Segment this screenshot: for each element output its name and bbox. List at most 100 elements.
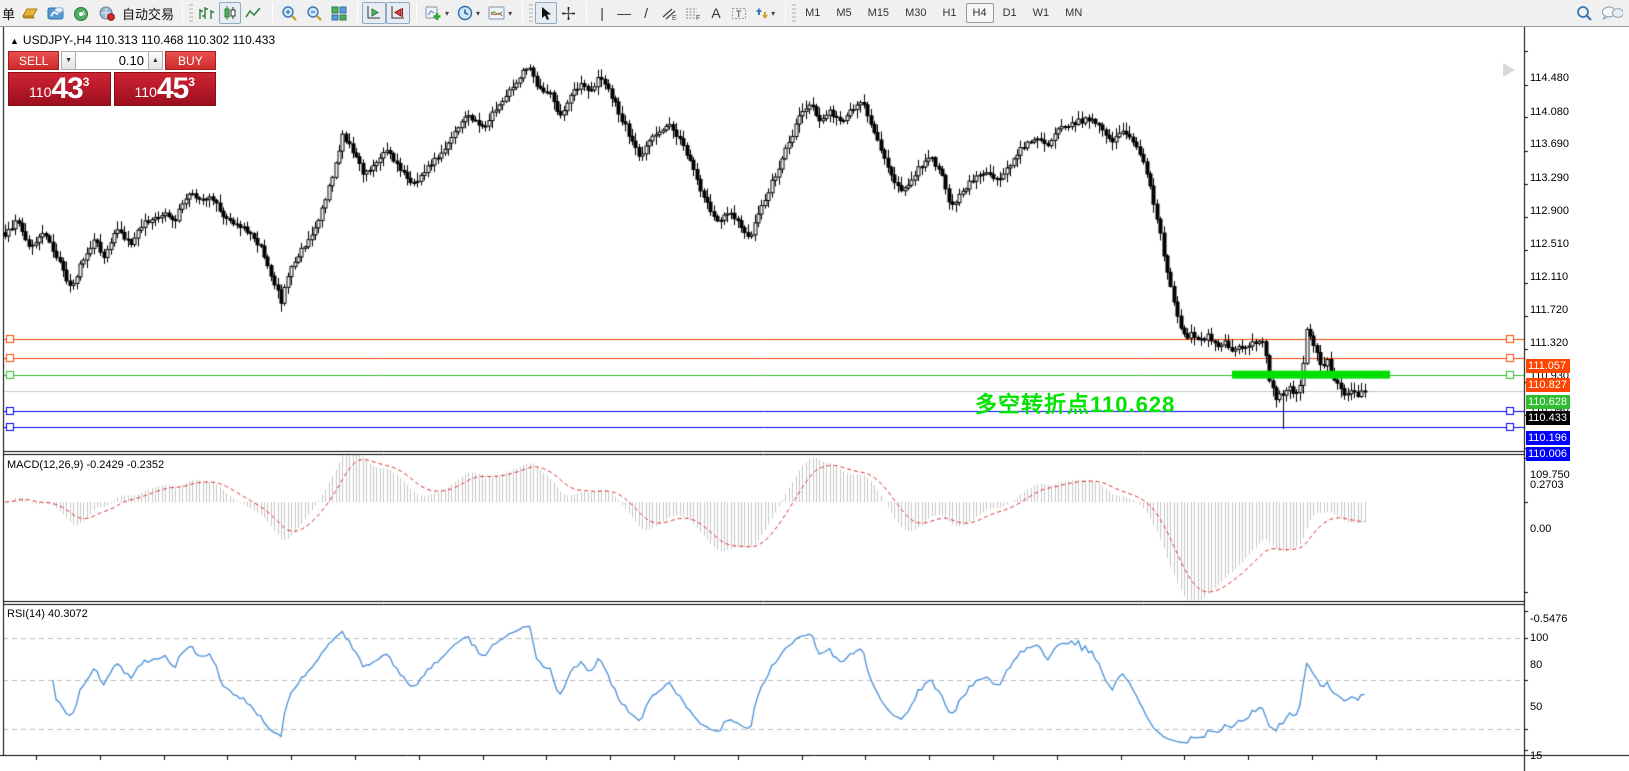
search-icon[interactable] <box>1572 2 1597 24</box>
vertical-line-icon[interactable]: | <box>600 5 604 21</box>
collapse-icon[interactable]: ▲ <box>10 36 19 46</box>
macd-axis-tick: 0.00 <box>1530 523 1552 535</box>
separator <box>357 3 359 23</box>
zoom-in-icon[interactable] <box>277 2 302 24</box>
rsi-indicator-label: RSI(14) 40.3072 <box>7 608 88 620</box>
price-axis-tick: 110.540 <box>1530 403 1569 415</box>
timeframe-mn-button[interactable]: MN <box>1065 7 1083 19</box>
timeframe-m30-button[interactable]: M30 <box>905 7 927 19</box>
price-axis-tick: 113.290 <box>1530 172 1569 184</box>
chart-shift-icon[interactable] <box>386 2 411 24</box>
line-chart-icon[interactable] <box>241 2 266 24</box>
cursor-icon[interactable] <box>535 2 558 24</box>
fibonacci-icon[interactable]: F <box>681 2 705 24</box>
volume-input[interactable] <box>76 51 148 70</box>
price-line-label[interactable]: 110.196 <box>1526 430 1570 445</box>
price-axis-tick: 109.750 <box>1530 469 1570 482</box>
sell-price-tile[interactable]: 110 43 3 <box>8 72 111 106</box>
buy-button[interactable]: BUY <box>164 51 216 70</box>
price-axis-tick: 110.930 <box>1530 370 1569 383</box>
grip <box>792 4 797 22</box>
autotrading-label[interactable]: 自动交易 <box>122 6 175 22</box>
new-order-label[interactable]: 单 <box>2 6 16 22</box>
separator <box>785 3 787 23</box>
auto-scroll-icon[interactable] <box>362 2 387 24</box>
dropdown-caret[interactable]: ▾ <box>771 8 776 18</box>
zoom-out-icon[interactable] <box>302 2 327 24</box>
price-chart-canvas[interactable] <box>0 27 1629 771</box>
autotrading-icon[interactable] <box>94 2 120 24</box>
chart-area[interactable]: ▲ USDJPY-,H4 110.313 110.468 110.302 110.… <box>0 27 1629 771</box>
rsi-axis-tick: 80 <box>1530 659 1543 672</box>
templates-icon[interactable]: ▾ <box>484 2 516 24</box>
separator <box>182 3 184 23</box>
symbol-ohlc-text: USDJPY-,H4 110.313 110.468 110.302 110.4… <box>22 33 276 47</box>
svg-text:E: E <box>672 15 677 21</box>
arrows-icon[interactable]: ▾ <box>751 2 779 24</box>
equidistant-channel-icon[interactable]: E <box>657 2 681 24</box>
chart-shift-marker[interactable] <box>1503 63 1515 77</box>
dropdown-caret[interactable]: ▾ <box>508 8 513 18</box>
separator <box>272 3 274 23</box>
text-icon[interactable]: A <box>711 5 721 21</box>
price-axis-tick: 111.720 <box>1530 303 1569 316</box>
candlestick-icon[interactable] <box>219 2 242 24</box>
price-axis-tick: 113.690 <box>1530 138 1569 151</box>
text-label-icon[interactable]: T <box>727 2 751 24</box>
timeframe-m15-button[interactable]: M15 <box>867 7 890 19</box>
sell-button[interactable]: SELL <box>8 51 60 70</box>
timeframe-m1-button[interactable]: M1 <box>805 7 821 19</box>
timeframe-d1-button[interactable]: D1 <box>1002 7 1017 19</box>
svg-text:T: T <box>736 9 742 19</box>
chat-icon[interactable] <box>1597 2 1627 24</box>
tile-windows-icon[interactable] <box>327 2 351 24</box>
timeframe-m5-button[interactable]: M5 <box>836 7 852 19</box>
price-line-label[interactable]: 110.827 <box>1526 377 1570 392</box>
svg-text:F: F <box>696 15 700 21</box>
symbol-header: ▲ USDJPY-,H4 110.313 110.468 110.302 110.… <box>10 33 275 47</box>
price-line-label[interactable]: 110.006 <box>1526 446 1570 461</box>
bar-chart-icon[interactable] <box>195 2 219 24</box>
price-axis-tick: 112.900 <box>1530 204 1569 217</box>
ask-pips: 45 <box>156 72 189 105</box>
price-axis-tick: 114.080 <box>1530 105 1569 118</box>
price-axis-tick: 114.480 <box>1530 72 1569 85</box>
trendline-icon[interactable]: / <box>644 5 649 21</box>
bid-point: 3 <box>82 75 90 89</box>
chart-window-icon[interactable] <box>43 2 69 24</box>
macd-axis-tick: -0.5476 <box>1530 613 1568 626</box>
price-line-label[interactable]: 110.628 <box>1526 394 1570 409</box>
grip <box>529 4 534 22</box>
signals-icon[interactable] <box>69 2 94 24</box>
add-indicator-icon[interactable]: ▾ <box>421 2 453 24</box>
timeframe-h4-button[interactable]: H4 <box>965 3 994 23</box>
timeframe-h1-button[interactable]: H1 <box>942 7 957 19</box>
timeframe-w1-button[interactable]: W1 <box>1032 7 1050 19</box>
separator <box>586 3 588 23</box>
volume-increase-button[interactable]: ▲ <box>148 51 163 70</box>
bid-pips: 43 <box>51 72 83 105</box>
dropdown-caret[interactable]: ▾ <box>445 8 450 18</box>
price-axis-tick: 112.110 <box>1530 271 1569 284</box>
price-line-label[interactable]: 110.433 <box>1526 411 1570 425</box>
volume-decrease-button[interactable]: ▼ <box>61 51 76 70</box>
new-order-gold-icon[interactable] <box>17 2 43 24</box>
grip <box>189 4 194 22</box>
timeframe-group: M1 M5 M15 M30 H1 H4 D1 W1 MN <box>798 3 1089 23</box>
dropdown-caret[interactable]: ▾ <box>476 8 481 18</box>
macd-indicator-label: MACD(12,26,9) -0.2429 -0.2352 <box>7 459 165 471</box>
ask-big-figure: 110 <box>134 84 157 100</box>
periods-icon[interactable]: ▾ <box>453 2 484 24</box>
price-axis-tick: 111.320 <box>1530 337 1569 350</box>
horizontal-line-icon[interactable]: — <box>617 5 632 21</box>
price-axis-tick: 112.510 <box>1530 237 1569 250</box>
buy-price-tile[interactable]: 110 45 3 <box>113 72 216 106</box>
bid-big-figure: 110 <box>29 84 52 100</box>
separator <box>416 3 418 23</box>
rsi-axis-tick: 15 <box>1530 749 1543 762</box>
ask-point: 3 <box>188 75 195 89</box>
price-line-label[interactable]: 111.057 <box>1526 358 1570 373</box>
macd-axis-tick: 0.2703 <box>1530 478 1564 491</box>
crosshair-icon[interactable] <box>557 2 580 24</box>
